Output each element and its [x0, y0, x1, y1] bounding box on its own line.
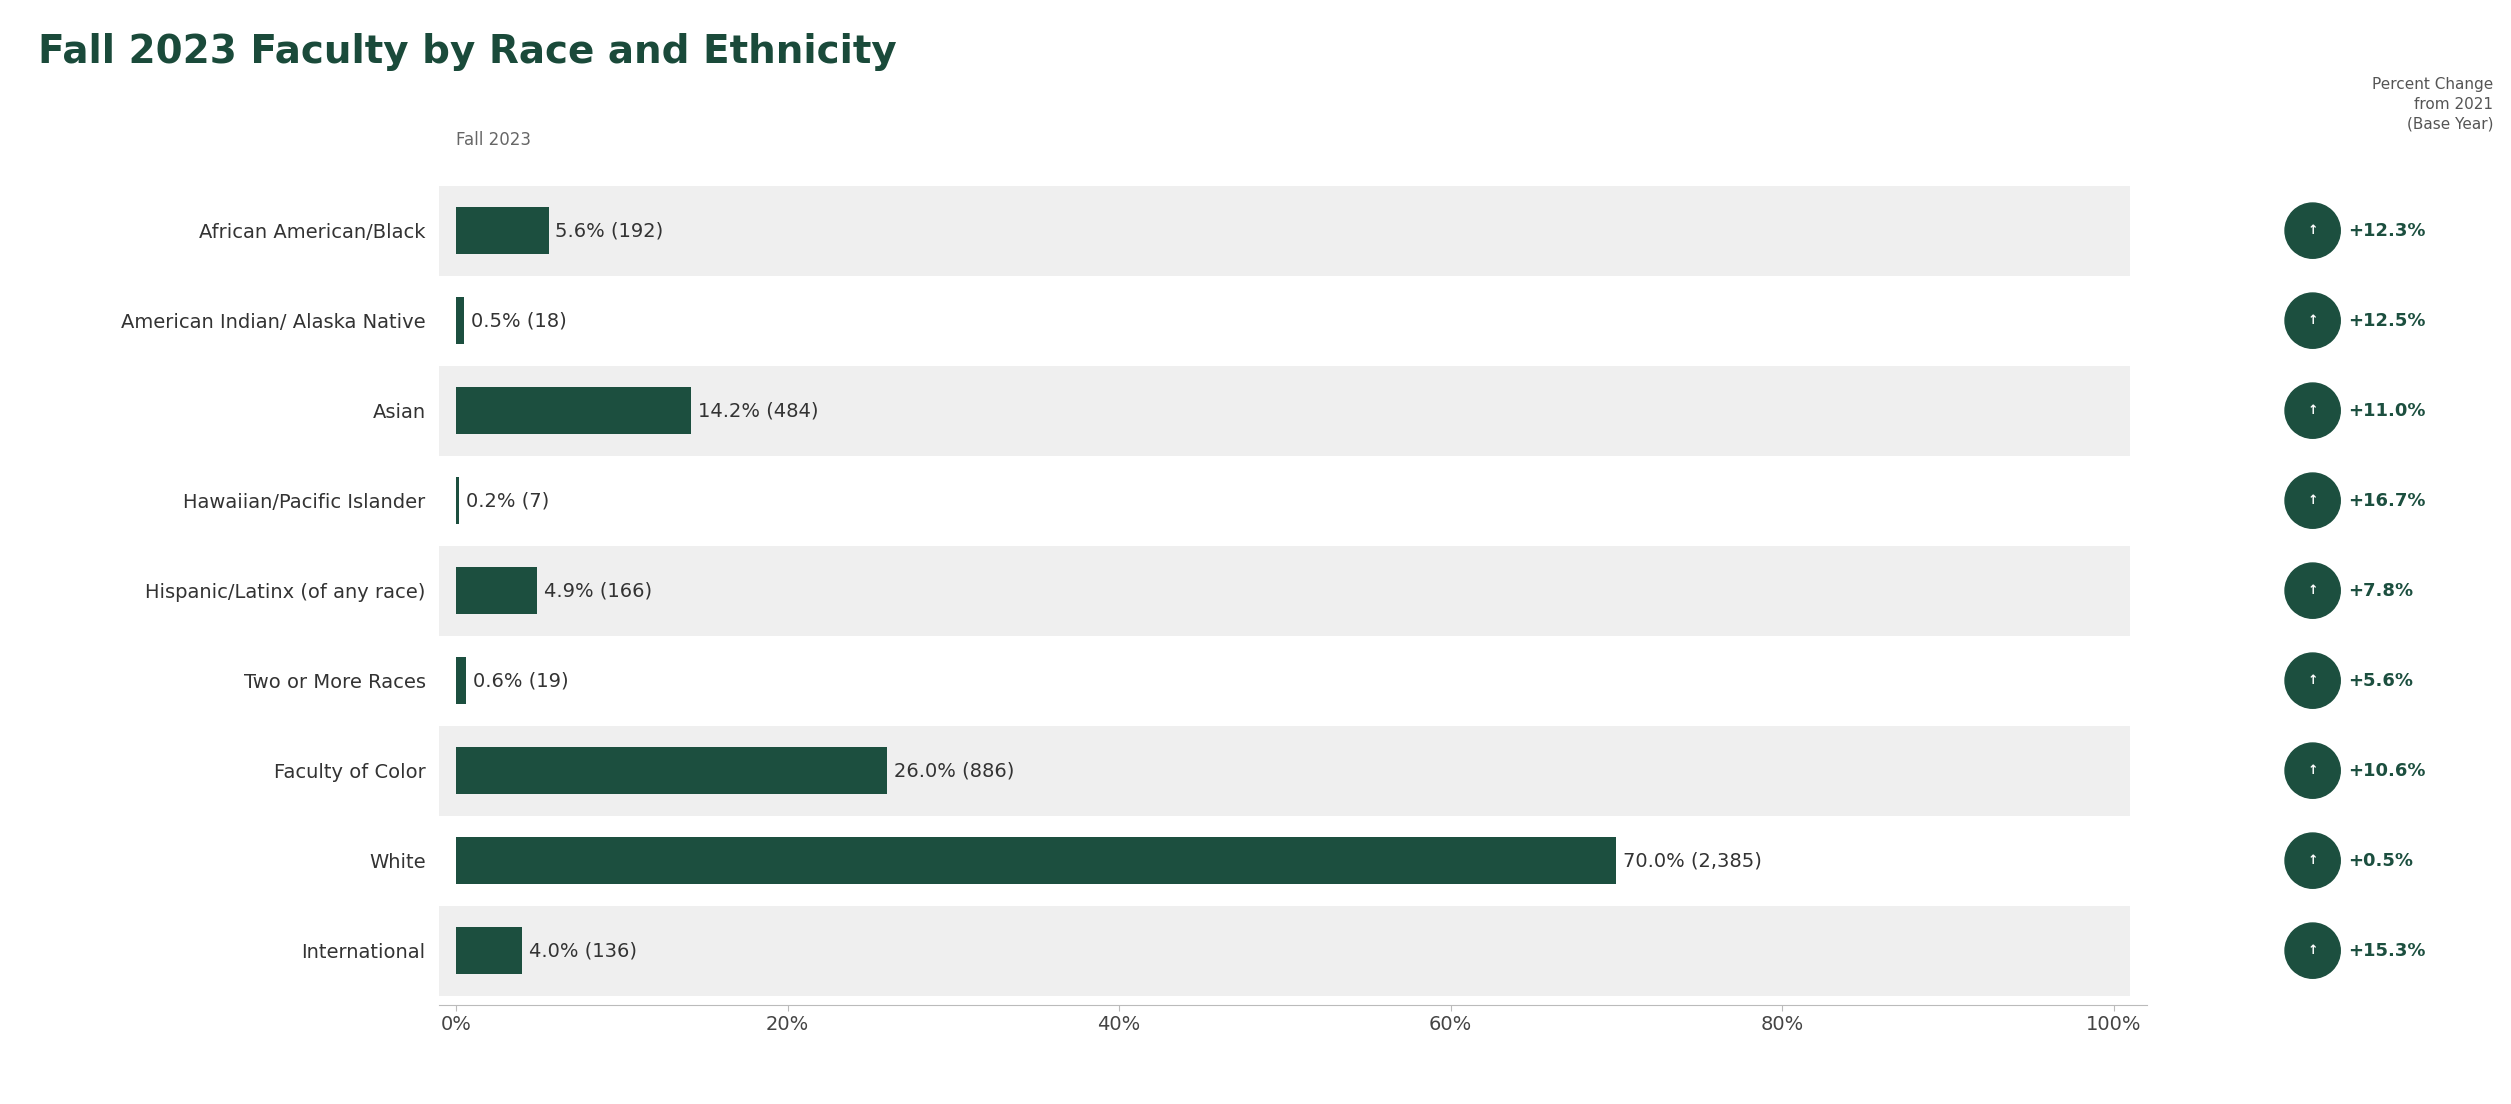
- Text: ↑: ↑: [2308, 404, 2318, 417]
- Bar: [457, 477, 460, 524]
- Text: 0.6% (19): 0.6% (19): [472, 671, 567, 690]
- Text: 4.9% (166): 4.9% (166): [545, 581, 653, 601]
- Text: +16.7%: +16.7%: [2348, 491, 2426, 510]
- Text: +5.6%: +5.6%: [2348, 671, 2413, 690]
- Text: Percent Change
from 2021
(Base Year): Percent Change from 2021 (Base Year): [2373, 77, 2493, 131]
- Bar: [457, 747, 886, 794]
- Text: ↑: ↑: [2308, 495, 2318, 507]
- Text: +7.8%: +7.8%: [2348, 582, 2413, 599]
- Text: 26.0% (886): 26.0% (886): [894, 761, 1014, 781]
- Bar: [457, 297, 465, 344]
- Bar: [457, 927, 522, 974]
- Text: ↑: ↑: [2308, 584, 2318, 597]
- Bar: [439, 905, 2129, 996]
- Bar: [439, 365, 2129, 456]
- Text: ↑: ↑: [2308, 854, 2318, 867]
- Text: ↑: ↑: [2308, 764, 2318, 777]
- Text: ↑: ↑: [2308, 944, 2318, 957]
- Text: +12.3%: +12.3%: [2348, 222, 2426, 240]
- Text: +12.5%: +12.5%: [2348, 311, 2426, 330]
- Text: ↑: ↑: [2308, 315, 2318, 327]
- Text: +10.6%: +10.6%: [2348, 762, 2426, 779]
- Text: Fall 2023: Fall 2023: [457, 131, 530, 149]
- Text: 70.0% (2,385): 70.0% (2,385): [1622, 851, 1763, 870]
- Bar: [439, 725, 2129, 816]
- Bar: [457, 567, 537, 614]
- Bar: [457, 837, 1617, 884]
- Text: 5.6% (192): 5.6% (192): [555, 221, 663, 241]
- Bar: [439, 185, 2129, 276]
- Bar: [457, 388, 691, 434]
- Bar: [457, 208, 550, 254]
- Bar: [439, 545, 2129, 636]
- Bar: [457, 657, 467, 704]
- Text: ↑: ↑: [2308, 224, 2318, 237]
- Text: ↑: ↑: [2308, 675, 2318, 687]
- Text: Fall 2023 Faculty by Race and Ethnicity: Fall 2023 Faculty by Race and Ethnicity: [38, 33, 896, 71]
- Text: +11.0%: +11.0%: [2348, 402, 2426, 420]
- Text: 0.5% (18): 0.5% (18): [472, 311, 567, 330]
- Text: +0.5%: +0.5%: [2348, 851, 2413, 870]
- Text: +15.3%: +15.3%: [2348, 942, 2426, 959]
- Text: 14.2% (484): 14.2% (484): [698, 401, 819, 421]
- Text: 4.0% (136): 4.0% (136): [530, 941, 638, 960]
- Text: 0.2% (7): 0.2% (7): [467, 491, 550, 510]
